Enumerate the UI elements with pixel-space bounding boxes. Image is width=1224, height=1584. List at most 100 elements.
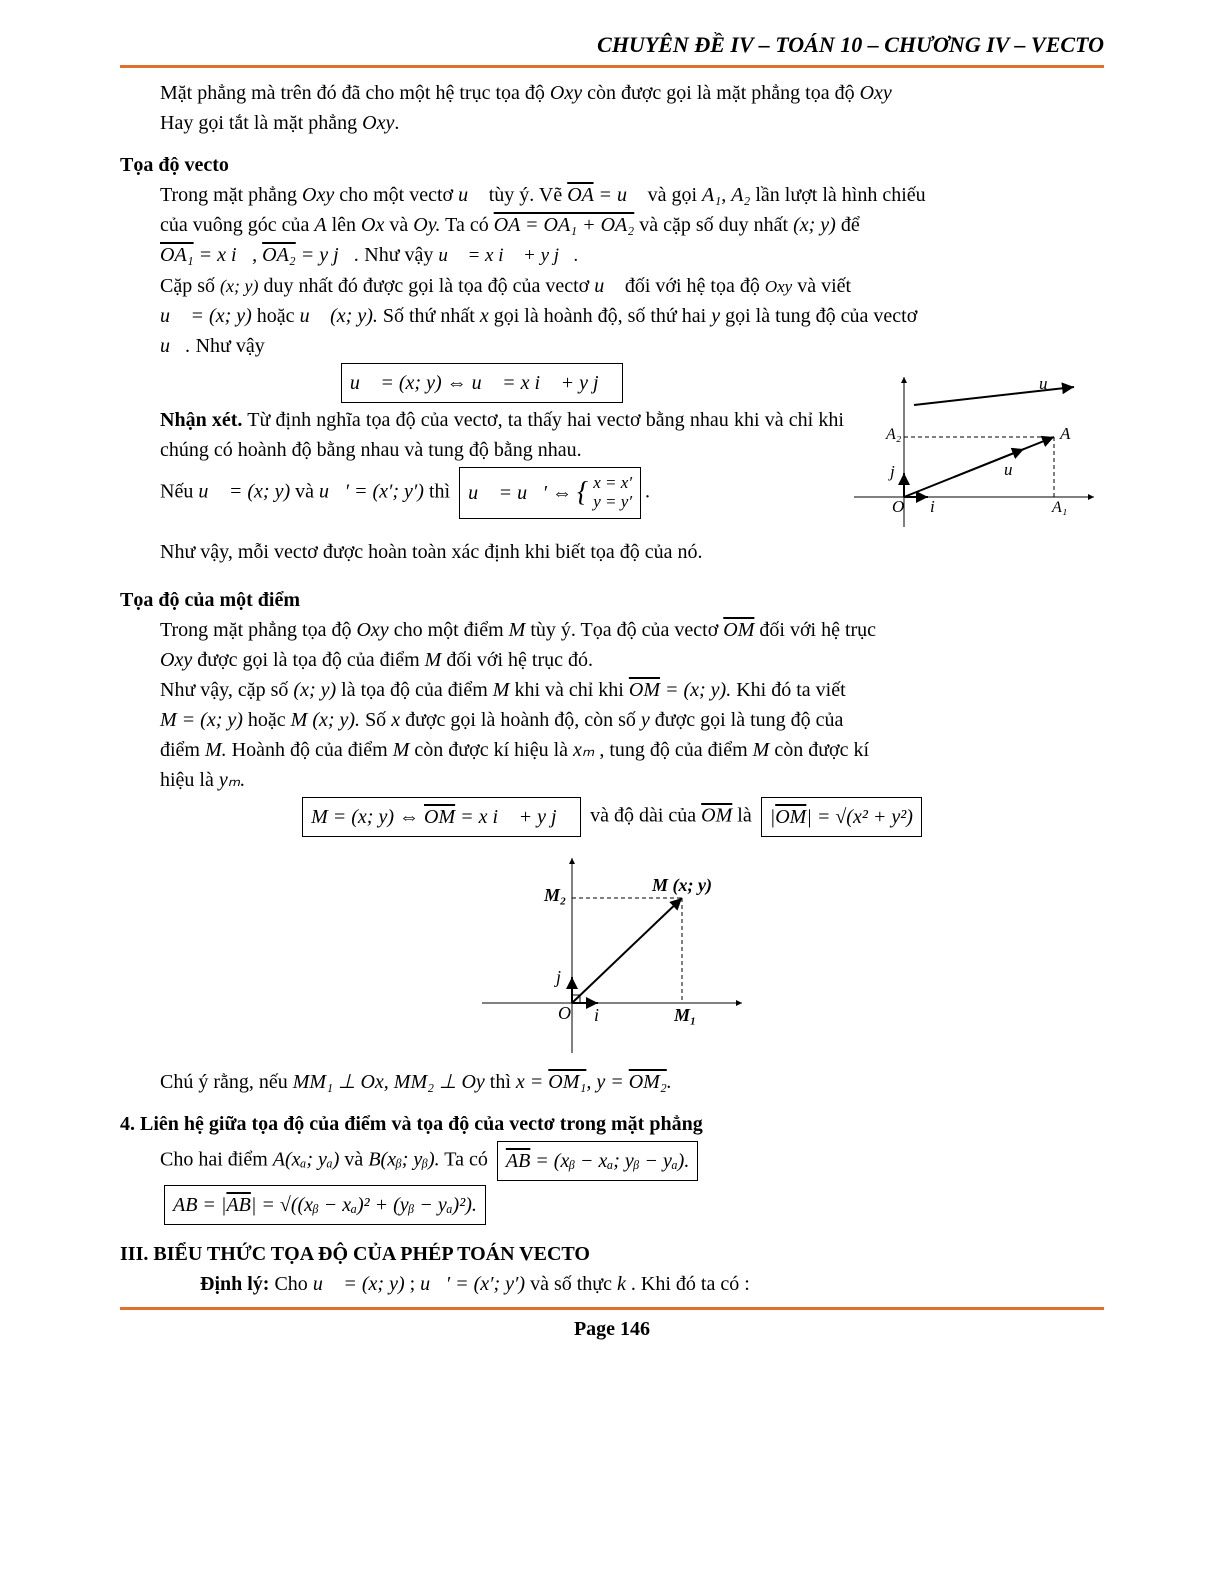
text: Ta có (444, 1148, 493, 1170)
paragraph: Chú ý rằng, nếu MM₁ ⊥ Ox, MM₂ ⊥ Oy thì x… (120, 1067, 1104, 1097)
math-mxy2: M (x; y). (291, 709, 360, 731)
text: được gọi là tung độ của (655, 709, 844, 731)
point-diagram-2: O i⃗ j⃗ M₂ M (x; y) M₁ (462, 843, 762, 1063)
math-uxy: u⃗ = (x; y) (198, 480, 290, 502)
math-u: u⃗. (160, 335, 191, 357)
text: để (841, 214, 860, 236)
text: , tung độ của điểm (599, 739, 752, 761)
paragraph: Oxy được gọi là tọa độ của điểm M đối vớ… (120, 645, 1104, 675)
text: lên (332, 214, 361, 236)
math-oxy-sub: Oxy (765, 277, 792, 296)
row-formula-diagram: u⃗ = (x; y) ⇔ u⃗ = x i⃗ + y j⃗ Nhận xét.… (120, 361, 1104, 537)
math-om: OM (629, 679, 660, 701)
math-u-expand: u⃗ = x i⃗ + y j⃗. (438, 245, 578, 266)
math-u: u⃗ (594, 275, 620, 297)
math-m: M (753, 739, 770, 761)
diagram-2-wrap: O i⃗ j⃗ M₂ M (x; y) M₁ (120, 843, 1104, 1063)
text: còn được gọi là mặt phẳng tọa độ (587, 82, 859, 104)
math-k: k (617, 1273, 626, 1295)
comma: , (721, 184, 731, 206)
boxed-formula-3: M = (x; y) ⇔ OM = x i⃗ + y j⃗ (302, 797, 581, 837)
text: gọi là hoành độ, số thứ hai (494, 305, 711, 327)
dinh-ly-label: Định lý: (200, 1273, 269, 1295)
lbl-O: O (892, 497, 904, 516)
vector-diagram-1: O i⃗ j⃗ A₂ A A₁ u⃗ u⃗ (844, 367, 1104, 537)
paragraph: Hay gọi tắt là mặt phẳng Oxy. (120, 108, 1104, 138)
text: là tọa độ của điểm (341, 679, 493, 701)
boxed-formula-5: AB = (xᵦ − xₐ; yᵦ − yₐ). (497, 1141, 698, 1181)
lbl-M1: M₁ (673, 1005, 696, 1025)
paragraph: Cặp số (x; y) duy nhất đó được gọi là tọ… (120, 271, 1104, 301)
text: ; (410, 1273, 421, 1295)
text: Chú ý rằng, nếu (160, 1071, 293, 1093)
formula-box-wrap: u⃗ = (x; y) ⇔ u⃗ = x i⃗ + y j⃗ (120, 361, 844, 405)
lbl-A2: A₂ (885, 426, 902, 443)
text: là (737, 804, 756, 826)
dinh-ly: Định lý: Cho u⃗ = (x; y) ; u⃗′ = (x′; y′… (120, 1269, 1104, 1299)
top-divider (120, 65, 1104, 68)
math-xy: (x; y) (220, 276, 258, 296)
math-eq: OA = OA₁ + OA₂ (494, 214, 635, 236)
paragraph: hiệu là yₘ. (120, 765, 1104, 795)
text: Cho hai điểm (160, 1148, 273, 1170)
math-a: A (314, 214, 326, 236)
math-m: M (493, 679, 510, 701)
math-oxy: Oxy (550, 82, 582, 104)
heading-toado-diem: Tọa độ của một điểm (120, 585, 1104, 615)
text: hoặc (248, 709, 291, 731)
lbl-O: O (558, 1003, 571, 1023)
math-a1: A₁ (702, 184, 721, 206)
math-uxy: u⃗ = (x; y) (160, 305, 252, 327)
text: Cặp số (160, 275, 220, 297)
math-oxy: Oxy (362, 112, 394, 134)
text: và (389, 214, 413, 236)
diagram-1-wrap: O i⃗ j⃗ A₂ A A₁ u⃗ u⃗ (844, 361, 1104, 537)
nhan-xet-label: Nhận xét. (160, 409, 242, 431)
math-xi: = x i⃗ (194, 244, 253, 266)
lbl-i: i⃗ (930, 497, 948, 516)
lbl-u: u⃗ (1004, 460, 1026, 479)
page-footer: Page 146 (120, 1314, 1104, 1344)
math-m: M (425, 649, 442, 671)
left-col: u⃗ = (x; y) ⇔ u⃗ = x i⃗ + y j⃗ Nhận xét.… (120, 361, 844, 521)
math-xm: xₘ (573, 739, 594, 761)
paragraph: Trong mặt phẳng tọa độ Oxy cho một điểm … (120, 615, 1104, 645)
paragraph: Trong mặt phẳng Oxy cho một vectơ u⃗ tùy… (120, 180, 1104, 210)
math-y: y (641, 709, 650, 731)
lbl-M: M (x; y) (651, 875, 712, 896)
math-y: y (711, 305, 720, 327)
text: của vuông góc của (160, 214, 314, 236)
text: và (344, 1148, 368, 1170)
text: còn được kí hiệu là (414, 739, 573, 761)
text: đối với hệ trục (759, 619, 876, 641)
text: Khi đó ta viết (736, 679, 845, 701)
boxed-formula-1: u⃗ = (x; y) ⇔ u⃗ = x i⃗ + y j⃗ (341, 363, 623, 403)
text: Nếu (160, 480, 198, 502)
math-xom: x = OM₁, y = OM₂. (516, 1071, 672, 1093)
math-mxy: M = (x; y) (160, 709, 243, 731)
math-oxy: Oxy (160, 649, 192, 671)
text: cho một vectơ (339, 184, 458, 206)
paragraph: Như vậy, cặp số (x; y) là tọa độ của điể… (120, 675, 1104, 705)
text: điểm (160, 739, 205, 761)
lbl-j: j⃗ (888, 462, 908, 481)
text: cho một điểm (394, 619, 509, 641)
lbl-A: A (1059, 424, 1071, 443)
text: hoặc (257, 305, 300, 327)
text: và số thực (530, 1273, 617, 1295)
math-eq-u: = u⃗ (594, 184, 643, 206)
nhan-xet-text: Từ định nghĩa tọa độ của vectơ, ta thấy … (160, 409, 844, 461)
heading-4: 4. Liên hệ giữa tọa độ của điểm và tọa đ… (120, 1109, 1104, 1139)
text: còn được kí (774, 739, 869, 761)
heading-III: III. BIỂU THỨC TỌA ĐỘ CỦA PHÉP TOÁN VECT… (120, 1239, 1104, 1269)
text: lần lượt là hình chiếu (755, 184, 925, 206)
text: Như vậy (196, 335, 265, 357)
paragraph: Như vậy, mỗi vectơ được hoàn toàn xác đị… (120, 537, 1104, 567)
math-ym: yₘ. (219, 769, 245, 791)
text: và (295, 480, 319, 502)
text: Trong mặt phẳng tọa độ (160, 619, 356, 641)
math-x: x (480, 305, 489, 327)
text: duy nhất đó được gọi là tọa độ của vectơ (263, 275, 594, 297)
page-container: CHUYÊN ĐỀ IV – TOÁN 10 – CHƯƠNG IV – VEC… (0, 0, 1224, 1584)
text: Trong mặt phẳng (160, 184, 302, 206)
